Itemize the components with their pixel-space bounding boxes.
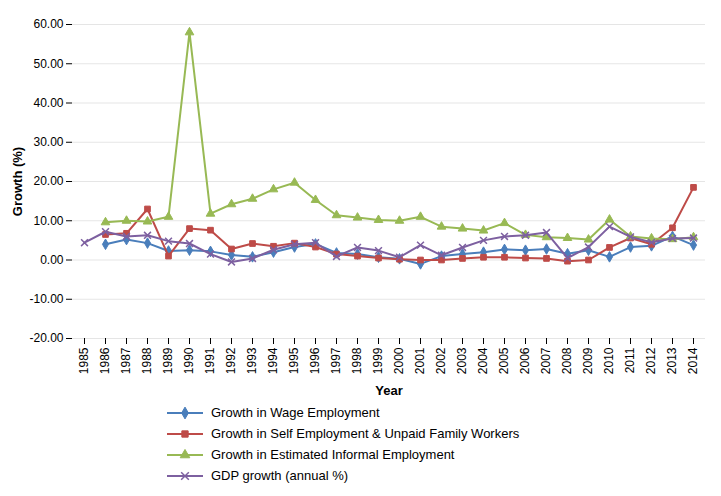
svg-text:2013: 2013 [665,347,679,374]
svg-text:2005: 2005 [497,347,511,374]
svg-text:1993: 1993 [245,347,259,374]
svg-text:1987: 1987 [119,347,133,374]
svg-text:2004: 2004 [476,347,490,374]
svg-text:1986: 1986 [98,347,112,374]
svg-text:10.00: 10.00 [33,214,63,228]
svg-text:2002: 2002 [434,347,448,374]
html-text:GDP growth (annual %): GDP growth (annual %) [211,468,348,483]
svg-text:2009: 2009 [581,347,595,374]
svg-text:-20.00: -20.00 [29,331,63,345]
svg-text:1988: 1988 [140,347,154,374]
svg-text:1999: 1999 [371,347,385,374]
html-text:Growth in Wage Employment: Growth in Wage Employment [211,405,380,420]
html-text:Growth in Estimated Informal E: Growth in Estimated Informal Employment [211,447,455,462]
svg-text:1990: 1990 [182,347,196,374]
svg-text:1995: 1995 [287,347,301,374]
html-text:Growth in Self Employment & Un: Growth in Self Employment & Unpaid Famil… [211,426,520,441]
svg-text:0.00: 0.00 [40,253,64,267]
svg-text:2008: 2008 [560,347,574,374]
svg-text:-10.00: -10.00 [29,292,63,306]
svg-text:60.00: 60.00 [33,17,63,31]
svg-text:1989: 1989 [161,347,175,374]
svg-text:50.00: 50.00 [33,57,63,71]
svg-text:1991: 1991 [203,347,217,374]
svg-text:Growth (%): Growth (%) [10,147,25,216]
svg-text:1994: 1994 [266,347,280,374]
svg-text:2007: 2007 [539,347,553,374]
svg-text:1998: 1998 [350,347,364,374]
svg-text:1996: 1996 [308,347,322,374]
svg-text:1997: 1997 [329,347,343,374]
svg-text:2011: 2011 [623,347,637,373]
svg-text:2012: 2012 [644,347,658,374]
svg-text:Year: Year [375,383,402,398]
svg-text:40.00: 40.00 [33,96,63,110]
svg-text:2001: 2001 [413,347,427,374]
svg-text:2014: 2014 [686,347,700,374]
svg-text:30.00: 30.00 [33,135,63,149]
svg-text:20.00: 20.00 [33,174,63,188]
svg-text:1985: 1985 [77,347,91,374]
svg-text:2006: 2006 [518,347,532,374]
svg-text:2000: 2000 [392,347,406,374]
svg-text:1992: 1992 [224,347,238,374]
svg-text:2003: 2003 [455,347,469,374]
svg-text:2010: 2010 [602,347,616,374]
